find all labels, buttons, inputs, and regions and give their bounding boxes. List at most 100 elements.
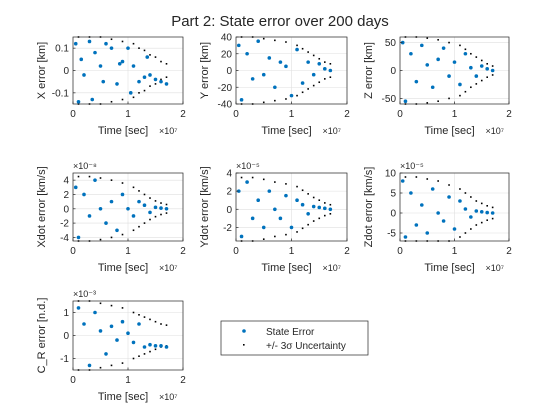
uncertainty-point: [324, 61, 326, 63]
uncertainty-point: [307, 51, 309, 53]
uncertainty-point: [465, 232, 467, 234]
state-error-point: [121, 193, 125, 197]
state-error-point: [436, 211, 440, 215]
y-axis-label: C_R error [n.d.]: [36, 298, 48, 374]
uncertainty-point: [144, 194, 146, 196]
x-axis-exponent: ×10⁷: [486, 263, 505, 273]
uncertainty-point: [133, 358, 135, 360]
x-axis-exponent: ×10⁷: [159, 392, 178, 402]
state-error-point: [290, 226, 294, 230]
x-axis-label: Time [sec]: [98, 262, 148, 274]
y-tick-label: -5: [387, 229, 396, 240]
uncertainty-point: [307, 193, 309, 195]
y-axis-exponent: ×10⁻⁵: [236, 161, 260, 171]
state-error-point: [245, 52, 249, 56]
y-tick-label: -20: [218, 83, 233, 94]
state-error-point: [101, 80, 105, 84]
uncertainty-point: [122, 41, 124, 43]
x-tick-label: 0: [70, 246, 76, 257]
y-tick-label: 0.1: [55, 44, 69, 55]
y-tick-label: -2: [60, 219, 69, 230]
uncertainty-point: [285, 183, 287, 185]
uncertainty-point: [465, 91, 467, 93]
x-axis-exponent: ×10⁷: [486, 126, 505, 136]
uncertainty-point: [486, 219, 488, 221]
uncertainty-point: [160, 323, 162, 325]
uncertainty-point: [138, 355, 140, 357]
state-error-point: [295, 198, 299, 202]
state-error-point: [159, 206, 163, 210]
state-error-point: [90, 98, 94, 102]
state-error-point: [273, 207, 277, 211]
uncertainty-point: [302, 48, 304, 50]
x-tick-label: 1: [125, 246, 131, 257]
uncertainty-point: [302, 189, 304, 191]
state-error-point: [301, 203, 305, 207]
state-error-point: [442, 219, 446, 223]
state-error-point: [93, 178, 97, 182]
uncertainty-point: [476, 56, 478, 58]
state-error-point: [165, 345, 169, 349]
y-axis-exponent: ×10⁻⁵: [400, 161, 424, 171]
state-error-point: [79, 58, 83, 62]
y-tick-label: 0: [390, 209, 396, 220]
uncertainty-point: [470, 228, 472, 230]
state-error-point: [458, 199, 462, 203]
state-error-point: [469, 66, 473, 70]
state-error-point: [154, 78, 158, 82]
uncertainty-point: [155, 216, 157, 218]
state-error-point: [442, 46, 446, 50]
y-tick-label: 20: [221, 49, 233, 60]
uncertainty-point: [122, 99, 124, 101]
state-error-point: [409, 52, 413, 56]
uncertainty-point: [155, 83, 157, 85]
state-error-point: [77, 306, 81, 310]
uncertainty-point: [324, 215, 326, 217]
uncertainty-point: [138, 92, 140, 94]
state-error-point: [401, 179, 405, 183]
state-error-point: [447, 74, 451, 78]
uncertainty-point: [122, 362, 124, 364]
uncertainty-point: [313, 197, 315, 199]
uncertainty-point: [465, 48, 467, 50]
uncertainty-point: [492, 218, 494, 220]
y-tick-label: 40: [221, 33, 233, 44]
uncertainty-point: [155, 56, 157, 58]
state-error-point: [404, 235, 408, 239]
uncertainty-point: [160, 202, 162, 204]
state-error-point: [126, 331, 130, 335]
uncertainty-point: [122, 182, 124, 184]
uncertainty-point: [492, 74, 494, 76]
uncertainty-point: [318, 218, 320, 220]
state-error-point: [317, 62, 321, 66]
uncertainty-point: [324, 78, 326, 80]
uncertainty-point: [437, 100, 439, 102]
x-tick-label: 2: [180, 109, 186, 120]
state-error-point: [485, 211, 489, 215]
state-error-point: [143, 345, 147, 349]
state-error-point: [245, 180, 249, 184]
x-axis-label: Time [sec]: [98, 391, 148, 403]
uncertainty-point: [149, 319, 151, 321]
uncertainty-point: [138, 226, 140, 228]
uncertainty-point: [324, 202, 326, 204]
uncertainty-point: [133, 312, 135, 314]
state-error-point: [126, 46, 130, 50]
state-error-point: [154, 344, 158, 348]
state-error-point: [93, 51, 97, 55]
y-tick-label: -2: [223, 223, 232, 234]
state-error-point: [240, 235, 244, 239]
uncertainty-point: [448, 42, 450, 44]
state-error-point: [312, 205, 316, 209]
uncertainty-point: [133, 43, 135, 45]
uncertainty-point: [122, 307, 124, 309]
uncertainty-point: [263, 179, 265, 181]
y-axis-label: Y error [km]: [199, 42, 211, 99]
uncertainty-point: [296, 45, 298, 47]
uncertainty-point: [144, 222, 146, 224]
x-axis-label: Time [sec]: [98, 125, 148, 137]
uncertainty-point: [426, 37, 428, 39]
state-error-point: [110, 46, 114, 50]
y-tick-label: -40: [218, 100, 233, 111]
x-tick-label: 0: [397, 246, 403, 257]
